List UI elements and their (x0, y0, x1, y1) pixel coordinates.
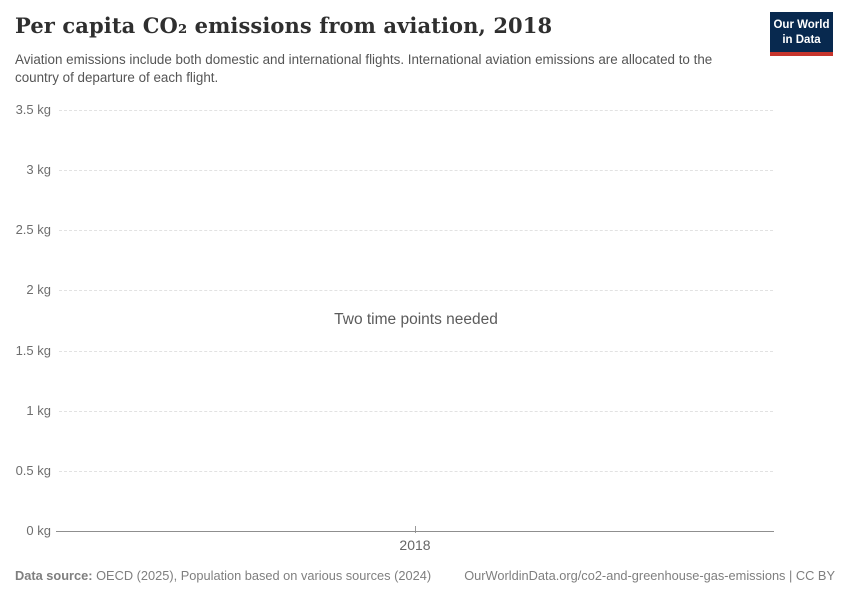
y-axis-tick-label: 2 kg (26, 282, 51, 297)
chart-subtitle: Aviation emissions include both domestic… (15, 52, 713, 85)
x-axis-line (56, 531, 774, 532)
gridline (59, 471, 773, 472)
y-axis-tick-label: 1.5 kg (15, 343, 51, 358)
data-source-label: Data source: (15, 568, 93, 583)
gridline (59, 110, 773, 111)
x-axis-tick-label: 2018 (399, 537, 431, 553)
empty-state-message: Two time points needed (334, 311, 498, 328)
data-source: Data source: OECD (2025), Population bas… (15, 568, 431, 583)
y-axis-tick-label: 0 kg (26, 523, 51, 538)
chart-title: Per capita CO₂ emissions from aviation, … (15, 13, 553, 38)
data-source-text: OECD (2025), Population based on various… (92, 568, 432, 583)
y-axis-tick-label: 2.5 kg (15, 222, 51, 237)
gridline (59, 351, 773, 352)
y-axis-tick-label: 3 kg (26, 162, 51, 177)
y-axis-tick-label: 1 kg (26, 403, 51, 418)
y-axis-tick-label: 3.5 kg (15, 102, 51, 117)
gridline (59, 230, 773, 231)
gridline (59, 170, 773, 171)
footer-link[interactable]: OurWorldinData.org/co2-and-greenhouse-ga… (464, 568, 835, 583)
x-axis-tick (415, 526, 416, 533)
chart-footer: Data source: OECD (2025), Population bas… (15, 568, 835, 583)
gridline (59, 290, 773, 291)
logo-line2: in Data (782, 33, 821, 46)
owid-logo[interactable]: Our World in Data (770, 12, 833, 56)
y-axis-tick-label: 0.5 kg (15, 463, 51, 478)
logo-line1: Our World (773, 19, 830, 31)
gridline (59, 411, 773, 412)
